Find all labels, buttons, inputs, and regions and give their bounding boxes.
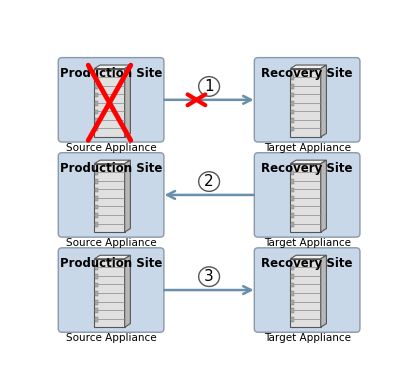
Polygon shape [95,213,98,218]
Polygon shape [290,255,326,259]
Circle shape [199,172,220,191]
Polygon shape [95,75,98,80]
Polygon shape [321,65,326,137]
Text: Production Site: Production Site [60,67,162,80]
Polygon shape [321,160,326,232]
Polygon shape [291,308,294,313]
Polygon shape [291,118,294,123]
Text: Target Appliance: Target Appliance [264,238,350,248]
Polygon shape [125,160,131,232]
Polygon shape [95,127,98,131]
Text: Production Site: Production Site [60,257,162,270]
Polygon shape [94,69,125,137]
FancyBboxPatch shape [254,248,360,332]
Text: Production Site: Production Site [60,162,162,175]
Polygon shape [95,300,98,305]
Text: Source Appliance: Source Appliance [66,333,156,343]
Polygon shape [291,213,294,218]
Polygon shape [95,266,98,270]
Polygon shape [291,75,294,80]
Polygon shape [95,317,98,322]
Polygon shape [95,179,98,184]
Polygon shape [290,259,321,327]
Text: Recovery Site: Recovery Site [262,257,353,270]
Text: Recovery Site: Recovery Site [262,162,353,175]
Text: Recovery Site: Recovery Site [262,67,353,80]
Polygon shape [95,101,98,106]
Polygon shape [321,255,326,327]
Polygon shape [95,205,98,210]
Polygon shape [94,255,131,259]
Polygon shape [95,308,98,313]
Polygon shape [291,291,294,296]
Polygon shape [291,283,294,288]
Text: Source Appliance: Source Appliance [66,143,156,153]
Polygon shape [290,65,326,69]
Text: Target Appliance: Target Appliance [264,333,350,343]
Polygon shape [290,160,326,164]
Text: Source Appliance: Source Appliance [66,238,156,248]
Polygon shape [291,171,294,175]
Text: 1: 1 [204,79,214,94]
Polygon shape [291,84,294,89]
Polygon shape [291,101,294,106]
Polygon shape [291,205,294,210]
Polygon shape [125,65,131,137]
Polygon shape [95,93,98,97]
Polygon shape [125,255,131,327]
Polygon shape [95,274,98,279]
Text: Target Appliance: Target Appliance [264,143,350,153]
Polygon shape [94,160,131,164]
Polygon shape [95,171,98,175]
Polygon shape [291,179,294,184]
Polygon shape [94,164,125,232]
FancyBboxPatch shape [58,58,164,142]
Polygon shape [291,196,294,201]
Polygon shape [291,222,294,227]
Circle shape [199,267,220,286]
Polygon shape [290,164,321,232]
Polygon shape [291,317,294,322]
Polygon shape [290,69,321,137]
Polygon shape [95,118,98,123]
Polygon shape [291,266,294,270]
Polygon shape [291,93,294,97]
FancyBboxPatch shape [254,153,360,237]
Polygon shape [95,196,98,201]
Text: 3: 3 [204,269,214,284]
Polygon shape [291,300,294,305]
FancyBboxPatch shape [58,153,164,237]
Polygon shape [95,283,98,288]
Polygon shape [94,259,125,327]
Polygon shape [95,84,98,89]
Polygon shape [95,222,98,227]
Polygon shape [291,110,294,114]
FancyBboxPatch shape [254,58,360,142]
FancyBboxPatch shape [58,248,164,332]
Circle shape [199,77,220,96]
Polygon shape [291,274,294,279]
Text: 2: 2 [204,174,214,189]
Polygon shape [94,65,131,69]
Polygon shape [291,127,294,131]
Polygon shape [95,291,98,296]
Polygon shape [95,188,98,192]
Polygon shape [95,110,98,114]
Polygon shape [291,188,294,192]
